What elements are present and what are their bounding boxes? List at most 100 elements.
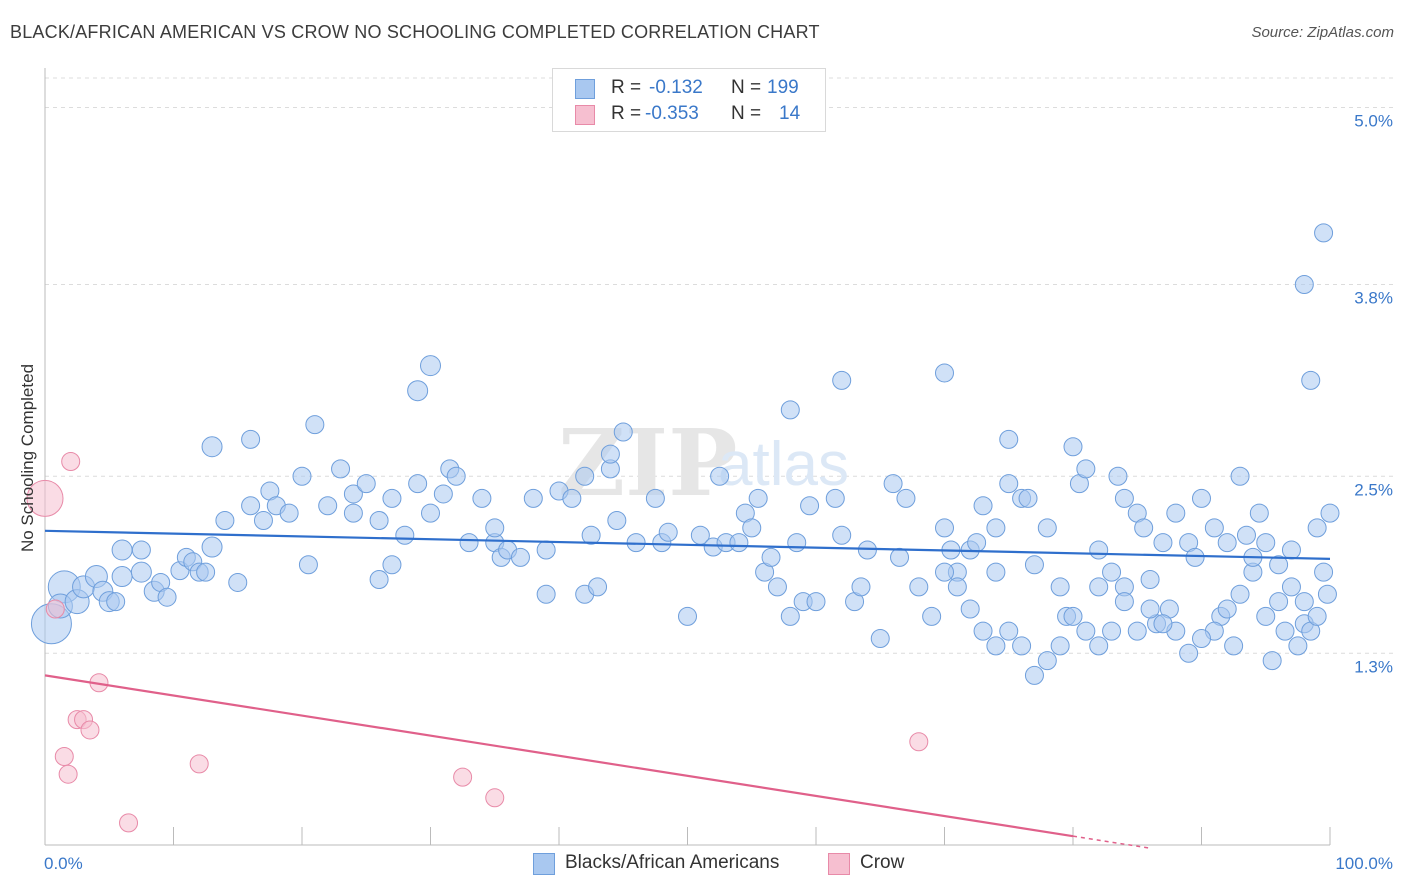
watermark-atlas: atlas bbox=[718, 430, 849, 499]
point-blacks bbox=[536, 584, 556, 604]
point-blacks bbox=[292, 466, 312, 486]
point-blacks bbox=[613, 422, 633, 442]
point-blacks bbox=[196, 562, 216, 582]
point-blacks bbox=[1230, 584, 1250, 604]
point-blacks bbox=[356, 474, 376, 494]
point-blacks bbox=[1102, 562, 1122, 582]
point-blacks bbox=[1192, 629, 1211, 648]
point-crow bbox=[45, 599, 65, 619]
r-label: R = bbox=[611, 77, 642, 98]
point-blacks bbox=[787, 533, 807, 553]
point-blacks bbox=[967, 533, 987, 553]
point-blacks bbox=[331, 459, 351, 479]
point-blacks bbox=[607, 511, 627, 530]
point-blacks bbox=[1269, 555, 1289, 575]
point-blacks bbox=[999, 429, 1019, 449]
point-blacks bbox=[111, 539, 133, 561]
point-blacks bbox=[986, 518, 1006, 538]
r-label: R = bbox=[611, 103, 642, 124]
point-blacks bbox=[1262, 651, 1282, 671]
point-blacks bbox=[523, 488, 543, 508]
point-blacks bbox=[857, 540, 877, 560]
point-blacks bbox=[1037, 518, 1057, 538]
legend-swatch-pink bbox=[828, 853, 850, 875]
point-blacks bbox=[999, 474, 1019, 494]
point-crow bbox=[189, 754, 209, 774]
point-blacks bbox=[1256, 533, 1276, 553]
point-blacks bbox=[896, 488, 916, 508]
point-blacks bbox=[1089, 540, 1109, 560]
point-blacks bbox=[832, 370, 852, 390]
legend-swatch-blue bbox=[533, 853, 555, 875]
point-blacks bbox=[241, 496, 261, 516]
x-tick-label: 100.0% bbox=[1335, 854, 1393, 873]
point-blacks bbox=[305, 415, 325, 435]
point-crow bbox=[485, 788, 505, 808]
point-blacks bbox=[157, 587, 177, 607]
point-blacks bbox=[935, 363, 954, 383]
point-blacks bbox=[421, 503, 440, 523]
point-blacks bbox=[1307, 606, 1327, 626]
source-label: Source: ZipAtlas.com bbox=[1251, 24, 1394, 41]
point-blacks bbox=[600, 444, 620, 464]
point-blacks bbox=[1217, 533, 1237, 553]
point-blacks bbox=[1320, 503, 1340, 523]
point-blacks bbox=[130, 561, 152, 583]
point-blacks bbox=[420, 355, 441, 377]
point-blacks bbox=[800, 496, 820, 516]
point-blacks bbox=[1301, 370, 1321, 390]
correlation-legend: R = -0.132 N = 199 R = -0.353 N = 14 bbox=[552, 68, 826, 132]
point-blacks bbox=[832, 525, 852, 545]
point-blacks bbox=[851, 577, 871, 597]
point-blacks bbox=[298, 555, 318, 575]
point-blacks bbox=[1236, 525, 1256, 545]
point-blacks bbox=[343, 484, 363, 504]
point-blacks bbox=[870, 629, 890, 648]
point-blacks bbox=[1063, 437, 1083, 457]
point-blacks bbox=[382, 555, 402, 575]
point-blacks bbox=[1153, 533, 1173, 553]
point-blacks bbox=[1294, 275, 1314, 294]
point-blacks bbox=[1012, 636, 1032, 656]
point-blacks bbox=[1314, 562, 1334, 582]
point-blacks bbox=[1314, 223, 1334, 243]
point-blacks bbox=[408, 474, 428, 494]
point-blacks bbox=[1281, 540, 1301, 560]
y-axis-label: No Schooling Completed bbox=[18, 364, 37, 552]
trend-line-crow bbox=[44, 674, 1074, 838]
y-tick-label: 2.5% bbox=[1354, 480, 1393, 499]
point-blacks bbox=[780, 400, 800, 420]
point-blacks bbox=[935, 562, 954, 582]
point-blacks bbox=[742, 518, 762, 538]
point-blacks bbox=[986, 562, 1006, 582]
point-blacks bbox=[1037, 651, 1057, 671]
point-blacks bbox=[973, 621, 993, 641]
labels-layer: 1.3% 2.5% 3.8% 5.0% 0.0% 100.0% No Schooling C… bbox=[18, 112, 1393, 874]
point-blacks bbox=[645, 488, 665, 508]
point-crow bbox=[119, 813, 139, 833]
point-blacks bbox=[658, 522, 678, 542]
point-blacks bbox=[1114, 592, 1134, 612]
point-blacks bbox=[761, 547, 781, 567]
point-blacks bbox=[1281, 577, 1301, 597]
point-blacks bbox=[201, 436, 223, 458]
legend-label: Crow bbox=[860, 852, 905, 873]
point-blacks bbox=[825, 488, 845, 508]
point-blacks bbox=[973, 496, 993, 516]
point-blacks bbox=[253, 511, 273, 530]
point-blacks bbox=[1102, 621, 1122, 641]
point-blacks bbox=[986, 636, 1006, 656]
y-tick-label: 3.8% bbox=[1354, 289, 1393, 308]
point-blacks bbox=[1140, 570, 1160, 589]
point-blacks bbox=[459, 533, 479, 553]
trend-line-crow-extension bbox=[1072, 835, 1151, 849]
point-blacks bbox=[1050, 577, 1070, 597]
point-blacks bbox=[1166, 503, 1186, 523]
point-blacks bbox=[343, 503, 363, 523]
point-blacks bbox=[767, 577, 787, 597]
point-blacks bbox=[1108, 466, 1128, 486]
point-blacks bbox=[1288, 636, 1308, 656]
point-blacks bbox=[1018, 488, 1038, 508]
point-crow bbox=[54, 747, 74, 766]
point-blacks bbox=[1024, 665, 1044, 685]
